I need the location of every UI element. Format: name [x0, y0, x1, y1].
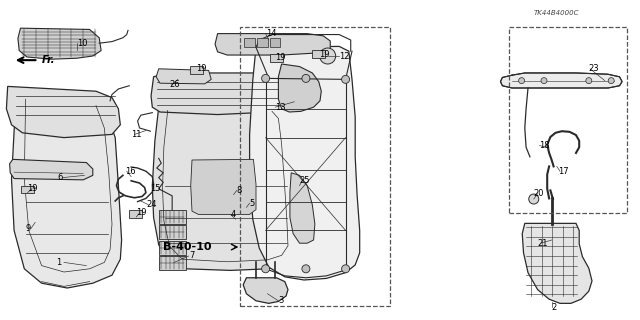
Polygon shape	[250, 46, 360, 280]
Polygon shape	[10, 159, 93, 180]
Text: 16: 16	[125, 167, 136, 176]
Circle shape	[262, 75, 269, 83]
Circle shape	[541, 78, 547, 84]
Circle shape	[262, 265, 269, 273]
Text: 7: 7	[189, 252, 194, 260]
Text: 21: 21	[538, 239, 548, 248]
Text: 10: 10	[77, 39, 87, 48]
Polygon shape	[270, 38, 280, 47]
Text: 4: 4	[230, 210, 236, 219]
Polygon shape	[215, 34, 330, 55]
Bar	[240, 27, 390, 306]
Text: 19: 19	[275, 53, 285, 62]
Text: 5: 5	[250, 199, 255, 208]
Polygon shape	[278, 64, 321, 112]
Text: 12: 12	[339, 52, 349, 60]
Text: 8: 8	[237, 186, 242, 195]
Text: 19: 19	[136, 208, 146, 217]
Polygon shape	[500, 73, 622, 88]
Polygon shape	[156, 69, 211, 84]
Polygon shape	[151, 73, 293, 115]
Circle shape	[320, 48, 336, 64]
Text: 9: 9	[26, 224, 31, 233]
Text: 18: 18	[540, 141, 550, 150]
Polygon shape	[129, 210, 142, 218]
Text: 2: 2	[552, 303, 557, 312]
Polygon shape	[21, 186, 34, 193]
Circle shape	[342, 76, 349, 84]
Text: 17: 17	[558, 167, 569, 176]
Circle shape	[586, 78, 592, 84]
Polygon shape	[152, 107, 296, 270]
Polygon shape	[191, 159, 256, 214]
Text: 19: 19	[319, 50, 329, 59]
Text: 11: 11	[131, 130, 141, 139]
Text: 3: 3	[278, 296, 284, 305]
Polygon shape	[159, 241, 186, 255]
Polygon shape	[18, 28, 101, 59]
Text: 6: 6	[58, 173, 63, 182]
Text: 1: 1	[56, 258, 61, 267]
Text: 24: 24	[146, 200, 156, 209]
Text: TK44B4000C: TK44B4000C	[534, 11, 580, 16]
Polygon shape	[12, 96, 122, 288]
Text: 14: 14	[266, 29, 276, 38]
Circle shape	[302, 265, 310, 273]
Circle shape	[608, 78, 614, 84]
Polygon shape	[257, 38, 268, 47]
Bar	[509, 27, 627, 213]
Polygon shape	[159, 256, 186, 270]
Polygon shape	[244, 38, 255, 47]
Text: 23: 23	[589, 64, 600, 73]
Polygon shape	[190, 66, 203, 74]
Polygon shape	[270, 54, 283, 62]
Text: Fr.: Fr.	[42, 55, 55, 65]
Text: 13: 13	[275, 103, 286, 112]
Text: 15: 15	[150, 184, 161, 193]
Polygon shape	[522, 223, 592, 303]
Polygon shape	[312, 50, 325, 58]
Circle shape	[518, 78, 525, 84]
Circle shape	[302, 75, 310, 83]
Polygon shape	[159, 225, 186, 239]
Text: 26: 26	[170, 80, 180, 89]
Circle shape	[529, 194, 539, 204]
Text: 19: 19	[28, 184, 38, 193]
Text: 20: 20	[534, 189, 544, 198]
Text: B-40-10: B-40-10	[163, 242, 211, 252]
Text: 25: 25	[300, 176, 310, 185]
Circle shape	[342, 265, 349, 273]
Polygon shape	[159, 210, 186, 224]
Polygon shape	[243, 278, 288, 303]
Polygon shape	[290, 173, 315, 243]
Polygon shape	[6, 86, 120, 138]
Text: 19: 19	[196, 64, 207, 73]
